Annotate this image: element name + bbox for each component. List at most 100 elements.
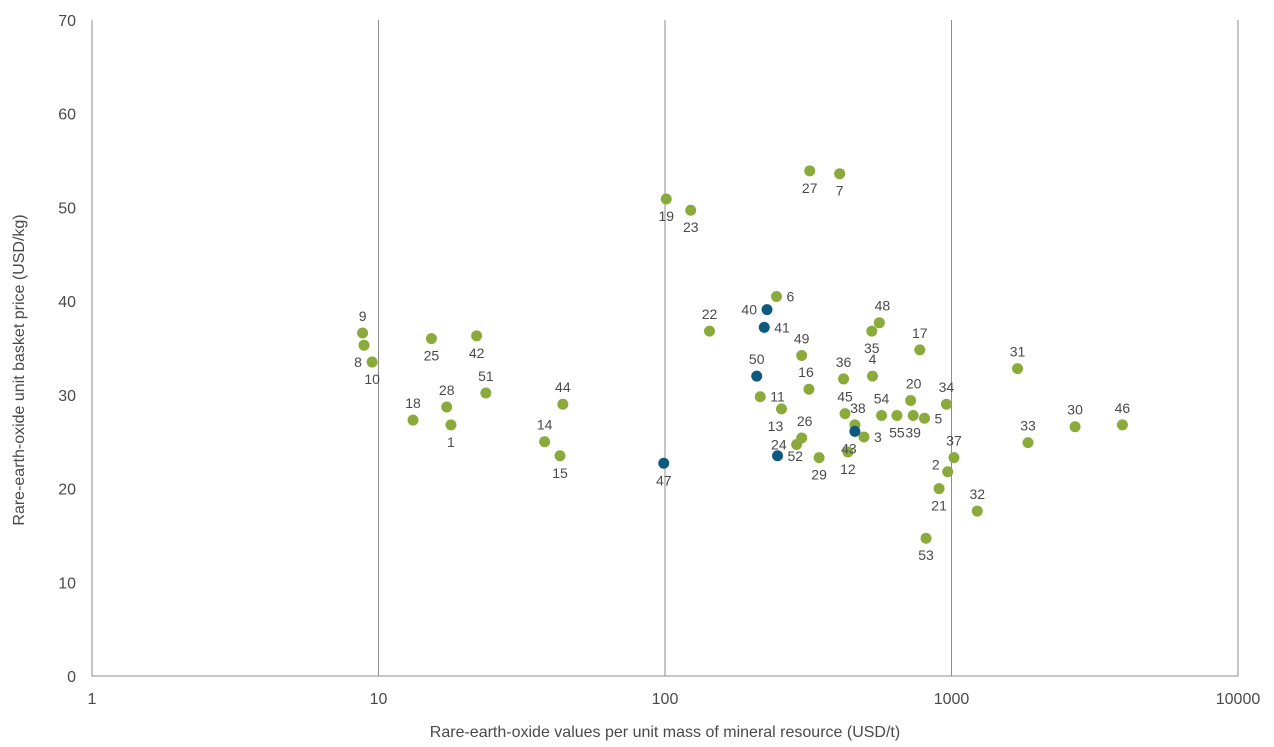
point-label-11: 11 bbox=[770, 389, 785, 405]
point-label-37: 37 bbox=[946, 433, 962, 449]
point-label-42: 42 bbox=[469, 345, 485, 361]
data-point-4 bbox=[867, 370, 879, 382]
data-point-9 bbox=[357, 327, 369, 339]
y-tick-label: 20 bbox=[58, 482, 76, 499]
data-point-31 bbox=[1012, 363, 1024, 375]
point-label-22: 22 bbox=[702, 306, 718, 322]
point-label-36: 36 bbox=[836, 354, 852, 370]
data-point-33 bbox=[1022, 437, 1034, 449]
point-label-47: 47 bbox=[656, 472, 672, 488]
point-label-43: 43 bbox=[841, 440, 857, 456]
point-label-34: 34 bbox=[939, 379, 955, 395]
x-tick-label: 10 bbox=[370, 691, 388, 708]
data-point-41 bbox=[758, 321, 770, 333]
data-point-5 bbox=[919, 412, 931, 424]
point-label-53: 53 bbox=[918, 547, 934, 563]
data-point-54 bbox=[876, 409, 888, 421]
data-point-46 bbox=[1116, 419, 1128, 431]
data-point-1 bbox=[445, 419, 457, 431]
y-tick-label: 50 bbox=[58, 200, 76, 217]
point-label-21: 21 bbox=[931, 498, 947, 514]
point-label-9: 9 bbox=[359, 308, 367, 324]
data-point-42 bbox=[471, 330, 483, 342]
x-tick-label: 1 bbox=[88, 691, 97, 708]
point-label-26: 26 bbox=[797, 413, 813, 429]
data-point-18 bbox=[407, 414, 419, 426]
grid-layer bbox=[91, 20, 1239, 676]
data-point-50 bbox=[751, 370, 763, 382]
x-tick-label: 1000 bbox=[934, 691, 970, 708]
data-point-34 bbox=[940, 398, 952, 410]
data-point-44 bbox=[557, 398, 569, 410]
data-point-27 bbox=[804, 165, 816, 177]
y-tick-label: 10 bbox=[58, 575, 76, 592]
y-axis-title: Rare-earth-oxide unit basket price (USD/… bbox=[11, 214, 28, 525]
x-tick-label: 10000 bbox=[1216, 691, 1261, 708]
y-tick-label: 70 bbox=[58, 13, 76, 30]
point-label-13: 13 bbox=[768, 418, 784, 434]
data-point-14 bbox=[539, 436, 551, 448]
tick-label-layer: 1 10 100 1000 10000 0 10 20 30 40 50 60 70 bbox=[58, 13, 1260, 708]
data-point-17 bbox=[914, 344, 926, 356]
y-tick-label: 40 bbox=[58, 294, 76, 311]
point-label-35: 35 bbox=[864, 340, 880, 356]
point-label-48: 48 bbox=[875, 298, 891, 314]
data-point-35 bbox=[866, 325, 878, 337]
point-label-23: 23 bbox=[683, 219, 699, 235]
data-point-51 bbox=[480, 387, 492, 399]
data-point-49 bbox=[796, 349, 808, 361]
y-tick-label: 60 bbox=[58, 107, 76, 124]
x-axis-title: Rare-earth-oxide values per unit mass of… bbox=[430, 724, 900, 741]
data-point-13 bbox=[775, 403, 787, 415]
point-label-layer: 1234567891011121314151617181920212223242… bbox=[354, 180, 1130, 563]
point-label-15: 15 bbox=[552, 465, 568, 481]
data-point-10 bbox=[366, 356, 378, 368]
point-label-16: 16 bbox=[798, 364, 814, 380]
data-point-6 bbox=[770, 290, 782, 302]
point-label-29: 29 bbox=[811, 467, 827, 483]
point-label-55: 55 bbox=[889, 424, 905, 440]
point-label-10: 10 bbox=[364, 371, 380, 387]
point-label-40: 40 bbox=[741, 302, 757, 318]
point-label-5: 5 bbox=[935, 410, 943, 426]
point-label-33: 33 bbox=[1020, 418, 1036, 434]
point-label-28: 28 bbox=[439, 382, 455, 398]
point-label-38: 38 bbox=[850, 400, 866, 416]
point-label-3: 3 bbox=[874, 429, 882, 445]
data-point-15 bbox=[554, 450, 566, 462]
point-label-2: 2 bbox=[932, 457, 940, 473]
data-point-40 bbox=[761, 304, 773, 316]
point-label-54: 54 bbox=[874, 390, 890, 406]
data-point-48 bbox=[873, 317, 885, 329]
data-point-26 bbox=[796, 432, 808, 444]
data-point-16 bbox=[803, 383, 815, 395]
point-label-41: 41 bbox=[774, 319, 790, 335]
data-point-55 bbox=[891, 409, 903, 421]
data-point-12 bbox=[842, 446, 854, 458]
data-point-32 bbox=[971, 505, 983, 517]
data-point-52 bbox=[772, 450, 784, 462]
data-point-37 bbox=[948, 452, 960, 464]
data-point-28 bbox=[441, 401, 453, 413]
data-point-layer bbox=[357, 165, 1128, 544]
point-label-4: 4 bbox=[869, 351, 877, 367]
point-label-18: 18 bbox=[405, 395, 421, 411]
point-label-44: 44 bbox=[555, 379, 571, 395]
point-label-39: 39 bbox=[905, 424, 921, 440]
data-point-36 bbox=[838, 373, 850, 385]
data-point-53 bbox=[920, 532, 932, 544]
point-label-24: 24 bbox=[771, 437, 787, 453]
data-point-8 bbox=[358, 339, 370, 351]
data-point-22 bbox=[704, 325, 716, 337]
data-point-11 bbox=[754, 391, 766, 403]
point-label-1: 1 bbox=[447, 434, 455, 450]
data-point-30 bbox=[1069, 421, 1081, 433]
y-tick-label: 0 bbox=[67, 669, 76, 686]
data-point-19 bbox=[660, 193, 672, 205]
data-point-3 bbox=[858, 431, 870, 443]
point-label-50: 50 bbox=[749, 351, 765, 367]
point-label-17: 17 bbox=[912, 325, 928, 341]
point-label-31: 31 bbox=[1010, 344, 1026, 360]
